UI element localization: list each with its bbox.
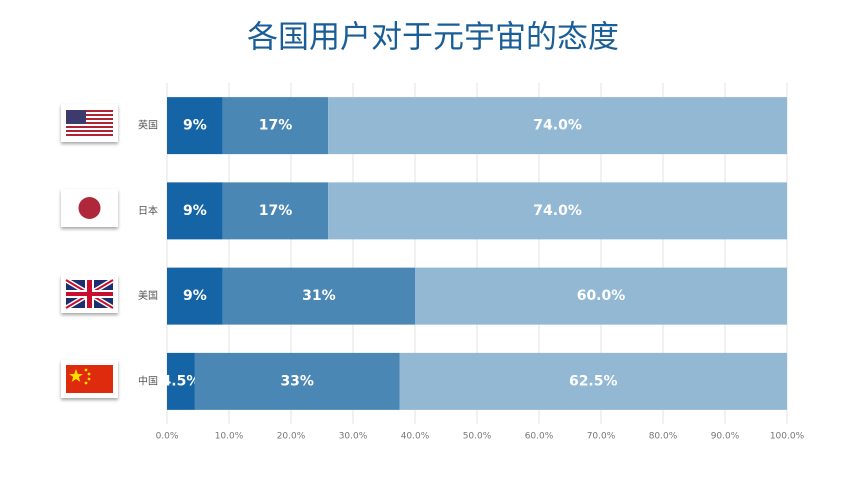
value-label: 17% bbox=[259, 118, 293, 134]
x-tick-label: 60.0% bbox=[525, 432, 554, 442]
bar-segment bbox=[167, 182, 223, 240]
x-tick-label: 20.0% bbox=[277, 432, 306, 442]
value-label: 74.0% bbox=[533, 118, 582, 134]
flag-us bbox=[61, 104, 118, 142]
category-label: 英国 bbox=[138, 119, 158, 132]
x-tick-label: 40.0% bbox=[401, 432, 430, 442]
value-label: 62.5% bbox=[569, 373, 618, 389]
x-tick-label: 70.0% bbox=[587, 432, 616, 442]
bar-segment bbox=[222, 182, 329, 240]
bar-segment bbox=[415, 267, 787, 325]
category-label: 中国 bbox=[138, 374, 158, 387]
x-tick-label: 100.0% bbox=[770, 432, 805, 442]
flag-jp bbox=[61, 189, 118, 227]
value-label: 31% bbox=[302, 288, 336, 304]
x-tick-label: 90.0% bbox=[711, 432, 740, 442]
bar-segment bbox=[167, 267, 223, 325]
x-tick-label: 10.0% bbox=[215, 432, 244, 442]
category-label: 美国 bbox=[138, 289, 158, 302]
x-tick-label: 80.0% bbox=[649, 432, 678, 442]
flag-cn bbox=[61, 360, 118, 398]
bar-segment bbox=[399, 352, 787, 410]
bar-segment bbox=[328, 97, 787, 155]
value-label: 9% bbox=[183, 118, 207, 134]
value-label: 60.0% bbox=[577, 288, 626, 304]
value-label: 9% bbox=[183, 203, 207, 219]
category-label: 日本 bbox=[138, 204, 158, 217]
bar-segment bbox=[194, 352, 400, 410]
bar-segment bbox=[222, 267, 415, 325]
bar-segment bbox=[328, 182, 787, 240]
bar-segment bbox=[222, 97, 329, 155]
value-label: 17% bbox=[259, 203, 293, 219]
x-tick-label: 0.0% bbox=[156, 432, 179, 442]
value-label: 33% bbox=[280, 373, 314, 389]
bar-segment bbox=[167, 97, 223, 155]
bar-segment bbox=[167, 352, 195, 410]
value-label: 74.0% bbox=[533, 203, 582, 219]
flag-uk bbox=[61, 275, 118, 313]
value-label: 9% bbox=[183, 288, 207, 304]
value-label: 4.5% bbox=[162, 373, 201, 389]
x-tick-label: 50.0% bbox=[463, 432, 492, 442]
chart-title: 各国用户对于元宇宙的态度 bbox=[247, 20, 619, 56]
x-tick-label: 30.0% bbox=[339, 432, 368, 442]
